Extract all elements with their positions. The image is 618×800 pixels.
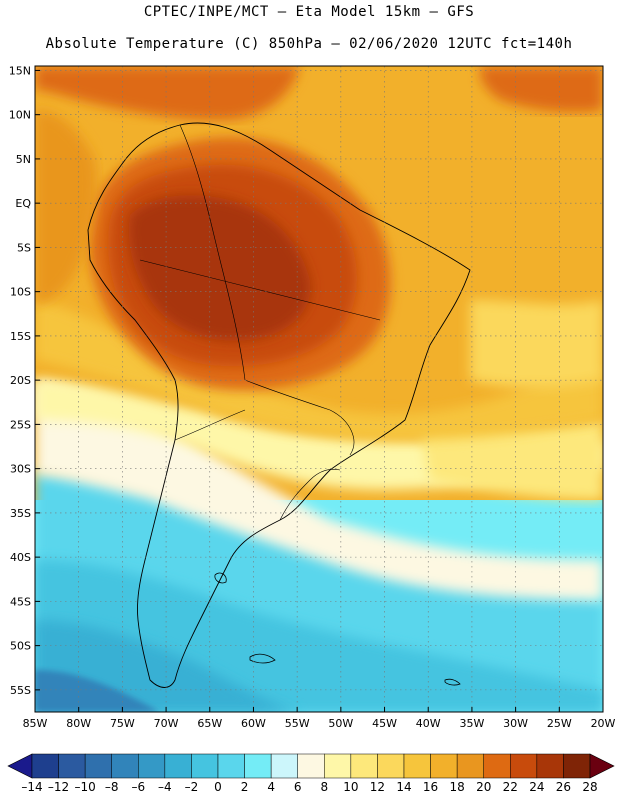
lon-label: 60W — [241, 717, 266, 730]
colorbar-label: 28 — [582, 780, 597, 794]
colorbar-swatch — [244, 753, 272, 779]
colorbar-label: 0 — [214, 780, 222, 794]
colorbar-label: 20 — [476, 780, 491, 794]
lon-label: 85W — [23, 717, 48, 730]
colorbar-label: 18 — [450, 780, 465, 794]
lon-label: 35W — [459, 717, 484, 730]
lon-label: 75W — [110, 717, 135, 730]
colorbar-swatch — [483, 753, 511, 779]
colorbar-label: 2 — [241, 780, 249, 794]
lat-label: 10S — [10, 286, 31, 299]
lon-label: 40W — [416, 717, 441, 730]
colorbar-label: –14 — [21, 780, 42, 794]
colorbar-label: –2 — [185, 780, 199, 794]
map-frame — [34, 65, 604, 713]
colorbar-label: 4 — [267, 780, 275, 794]
lat-label: 15N — [9, 64, 31, 77]
lat-label: 25S — [10, 418, 31, 431]
colorbar-label: 22 — [503, 780, 518, 794]
colorbar-label: 24 — [529, 780, 544, 794]
map-title-line1: CPTEC/INPE/MCT – Eta Model 15km – GFS — [143, 4, 475, 20]
colorbar-under-arrow — [7, 753, 33, 779]
colorbar-label: 16 — [423, 780, 438, 794]
colorbar-label: 6 — [294, 780, 302, 794]
colorbar: –14 –12 –10 –8 –6 –4 –2 0 2 4 6 8 10 12 14 16 18 20 22 24 26… — [7, 753, 615, 794]
colorbar-label: –12 — [48, 780, 69, 794]
lat-label: 5S — [17, 241, 31, 254]
colorbar-label: –6 — [131, 780, 145, 794]
lat-label: 30S — [10, 463, 31, 476]
longitude-labels: 85W 80W 75W 70W 65W 60W 55W 50W 45W 40W 35W 30W 25W 2… — [23, 707, 616, 730]
temperature-field — [35, 66, 603, 712]
map-title-line2: Absolute Temperature (C) 850hPa – 02/06/… — [45, 36, 573, 52]
lat-label: 50S — [10, 640, 31, 653]
colorbar-swatch — [164, 753, 192, 779]
lon-label: 45W — [372, 717, 397, 730]
lat-label: 15S — [10, 330, 31, 343]
lat-label: EQ — [15, 197, 31, 210]
colorbar-swatch — [510, 753, 538, 779]
colorbar-swatch — [217, 753, 245, 779]
colorbar-swatch — [563, 753, 591, 779]
colorbar-label: 26 — [556, 780, 571, 794]
colorbar-label: 14 — [396, 780, 411, 794]
lon-label: 20W — [591, 717, 616, 730]
colorbar-swatch — [58, 753, 86, 779]
lat-label: 40S — [10, 551, 31, 564]
colorbar-swatch — [84, 753, 112, 779]
colorbar-swatch — [270, 753, 298, 779]
colorbar-swatch — [536, 753, 564, 779]
colorbar-label: –10 — [75, 780, 96, 794]
colorbar-swatch — [403, 753, 431, 779]
colorbar-swatch — [377, 753, 405, 779]
lon-label: 55W — [285, 717, 310, 730]
colorbar-swatch — [31, 753, 59, 779]
colorbar-swatch — [111, 753, 139, 779]
colorbar-swatch — [297, 753, 325, 779]
lat-label: 45S — [10, 595, 31, 608]
colorbar-swatch — [191, 753, 219, 779]
lon-label: 80W — [66, 717, 91, 730]
colorbar-swatch — [324, 753, 352, 779]
lon-label: 70W — [154, 717, 179, 730]
lat-label: 35S — [10, 507, 31, 520]
colorbar-label: 10 — [343, 780, 358, 794]
lon-label: 50W — [328, 717, 353, 730]
lon-label: 65W — [197, 717, 222, 730]
colorbar-label: –8 — [105, 780, 119, 794]
colorbar-label: –4 — [158, 780, 172, 794]
colorbar-swatch — [138, 753, 166, 779]
lon-label: 25W — [547, 717, 572, 730]
colorbar-swatch — [456, 753, 484, 779]
lon-label: 30W — [503, 717, 528, 730]
colorbar-over-arrow — [589, 753, 615, 779]
lat-label: 10N — [9, 109, 31, 122]
lat-label: 5N — [16, 153, 31, 166]
colorbar-label: 12 — [370, 780, 385, 794]
colorbar-swatch — [350, 753, 378, 779]
colorbar-label: 8 — [320, 780, 328, 794]
coastline — [87, 122, 471, 688]
lat-label: 55S — [10, 684, 31, 697]
colorbar-swatch — [430, 753, 458, 779]
latitude-labels: 15N 10N 5N EQ 5S 10S 15S 20S 25S 30S 35S 40S 45S 50S 5… — [9, 64, 40, 697]
lat-label: 20S — [10, 374, 31, 387]
